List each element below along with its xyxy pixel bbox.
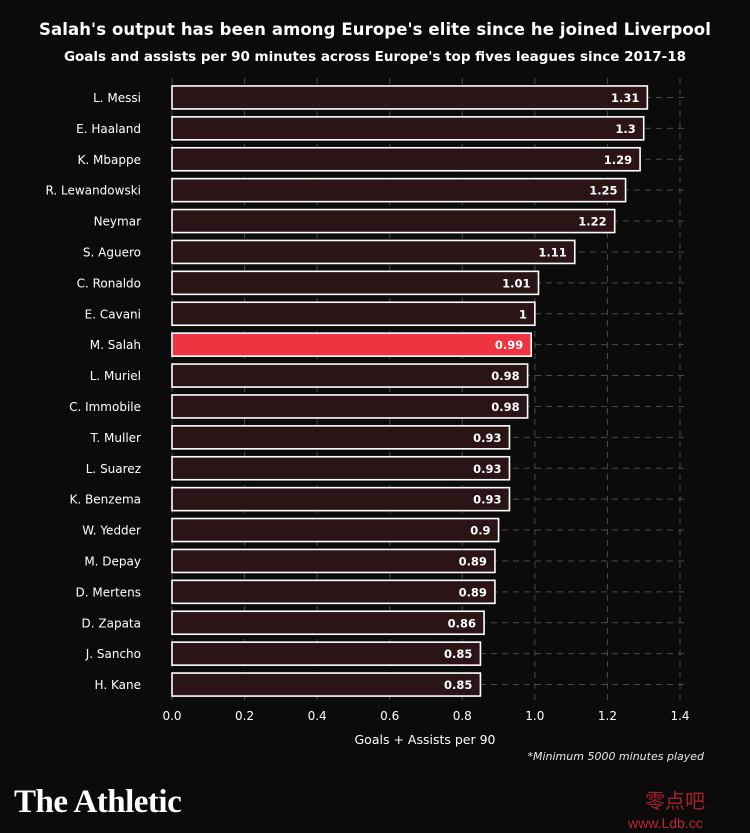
category-label: C. Immobile [69, 400, 141, 414]
category-label: D. Zapata [82, 616, 141, 630]
category-label: K. Benzema [70, 493, 141, 507]
bar [171, 177, 627, 203]
the-athletic-logo: The Athletic [14, 784, 182, 820]
bar [171, 85, 649, 110]
value-label: 1.01 [502, 276, 530, 290]
value-label: 1.25 [589, 184, 617, 198]
value-label: 0.93 [473, 493, 501, 507]
category-label: S. Aguero [83, 245, 141, 259]
category-label: K. Mbappe [78, 153, 141, 167]
bar [171, 610, 485, 636]
category-label: W. Yedder [82, 524, 141, 538]
bar [171, 672, 482, 697]
x-tick-label: 0.0 [162, 709, 181, 723]
category-label: E. Cavani [85, 307, 141, 321]
bar [171, 486, 511, 512]
bar [171, 425, 511, 450]
bar [171, 239, 576, 265]
value-label: 1.22 [578, 215, 606, 229]
bar [171, 146, 641, 172]
bar [171, 579, 496, 605]
value-label: 0.98 [491, 400, 519, 414]
bar [171, 548, 496, 574]
category-label: L. Suarez [86, 462, 141, 476]
value-label: 0.93 [473, 462, 501, 476]
value-label: 1.31 [611, 91, 639, 105]
x-tick-label: 1.2 [598, 709, 617, 723]
category-label: J. Sancho [85, 647, 141, 661]
value-label: 0.99 [495, 338, 523, 352]
bar [171, 332, 533, 357]
value-label: 0.85 [444, 647, 472, 661]
bar [171, 301, 536, 327]
value-label: 0.86 [448, 616, 476, 630]
category-label: E. Haaland [76, 122, 141, 136]
category-label: M. Salah [90, 338, 141, 352]
footnote: *Minimum 5000 minutes played [527, 750, 704, 763]
value-label: 1 [519, 307, 527, 321]
bar [171, 363, 529, 388]
category-label: C. Ronaldo [77, 276, 141, 290]
x-tick-label: 0.4 [308, 709, 327, 723]
category-label: R. Lewandowski [46, 184, 141, 198]
chart-title: Salah's output has been among Europe's e… [38, 20, 711, 39]
value-label: 0.98 [491, 369, 519, 383]
value-label: 1.3 [615, 122, 635, 136]
bar [171, 641, 482, 666]
x-tick-label: 0.8 [453, 709, 472, 723]
value-label: 1.29 [604, 153, 632, 167]
x-tick-label: 1.0 [525, 709, 544, 723]
x-tick-label: 1.4 [670, 709, 689, 723]
bar-chart: 0.0 0.2 0.4 0.6 0.8 1.0 1.2 1.4L. Messi 1.31E. H… [46, 78, 690, 747]
bar [171, 116, 645, 141]
watermark-text: 零点吧 [645, 789, 705, 813]
bar [171, 394, 529, 419]
category-label: L. Messi [93, 91, 141, 105]
category-label: L. Muriel [90, 369, 141, 383]
category-label: M. Depay [84, 554, 141, 568]
value-label: 0.85 [444, 678, 472, 692]
value-label: 0.93 [473, 431, 501, 445]
value-label: 0.89 [459, 585, 487, 599]
category-label: H. Kane [95, 678, 141, 692]
category-label: Neymar [94, 215, 142, 229]
bar [171, 208, 616, 234]
bar [171, 455, 511, 481]
watermark-url: www.Ldb.cc [628, 815, 703, 831]
category-label: T. Muller [90, 431, 142, 445]
x-axis-label: Goals + Assists per 90 [355, 732, 496, 747]
value-label: 0.89 [459, 554, 487, 568]
value-label: 1.11 [538, 245, 566, 259]
chart-subtitle: Goals and assists per 90 minutes across … [63, 49, 687, 65]
bar [171, 517, 500, 543]
bar [171, 270, 540, 296]
x-tick-label: 0.6 [380, 709, 399, 723]
value-label: 0.9 [470, 524, 490, 538]
category-label: D. Mertens [76, 585, 141, 599]
x-tick-label: 0.2 [235, 709, 254, 723]
